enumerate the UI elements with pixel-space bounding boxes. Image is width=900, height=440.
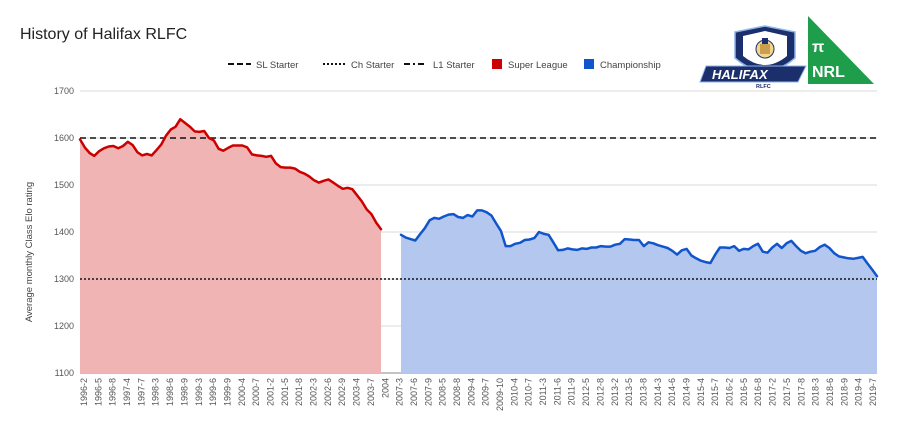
x-tick-label: 1998-6 — [165, 378, 175, 406]
x-tick-label: 2008-8 — [452, 378, 462, 406]
x-tick-label: 2009-7 — [481, 378, 491, 406]
x-tick-label: 2013-2 — [610, 378, 620, 406]
x-tick-label: 2007-6 — [409, 378, 419, 406]
x-tick-label: 2007-9 — [423, 378, 433, 406]
x-tick-label: 2017-5 — [782, 378, 792, 406]
x-tick-label: 2010-4 — [509, 378, 519, 406]
x-tick-label: 2018-3 — [811, 378, 821, 406]
x-tick-label: 2012-5 — [581, 378, 591, 406]
legend-swatch-super-league — [492, 59, 502, 69]
x-tick-label: 2016-5 — [739, 378, 749, 406]
halifax-logo-subtext: RLFC — [756, 84, 771, 90]
y-tick-label: 1100 — [55, 368, 74, 378]
x-tick-label: 2019-4 — [854, 378, 864, 406]
legend-label-sl-starter: SL Starter — [256, 60, 298, 71]
x-tick-label: 1996-8 — [108, 378, 118, 406]
x-tick-label: 2018-9 — [839, 378, 849, 406]
halifax-logo: HALIFAX RLFC — [699, 25, 807, 90]
halifax-logo-text: HALIFAX — [712, 67, 769, 82]
x-tick-label: 1996-2 — [79, 378, 89, 406]
x-tick-label: 2019-7 — [868, 378, 878, 406]
x-tick-label: 2002-3 — [309, 378, 319, 406]
x-tick-label: 1997-7 — [136, 378, 146, 406]
x-tick-label: 1997-4 — [122, 378, 132, 406]
x-tick-labels: 1996-2 1996-5 1996-8 1997-4 1997-7 1998-3 1998… — [79, 378, 878, 411]
x-tick-label: 2008-5 — [438, 378, 448, 406]
x-tick-label: 2003-4 — [352, 378, 362, 406]
legend: SL Starter Ch Starter L1 Starter Super L… — [228, 59, 661, 71]
reference-lines — [80, 137, 877, 280]
x-tick-label: 2001-2 — [266, 378, 276, 406]
x-tick-label: 2002-6 — [323, 378, 333, 406]
area-championship — [401, 210, 877, 373]
x-tick-label: 2014-9 — [682, 378, 692, 406]
x-tick-label: 2009-4 — [466, 378, 476, 406]
nrl-logo: π NRL — [808, 16, 874, 84]
line-super-league — [78, 117, 383, 231]
x-tick-label: 2016-2 — [725, 378, 735, 406]
x-tick-label: 2010-7 — [524, 378, 534, 406]
chart-title: History of Halifax RLFC — [20, 26, 187, 43]
x-tick-label: 2011-3 — [538, 378, 548, 405]
x-tick-label: 1999-3 — [194, 378, 204, 406]
x-tick-label: 2002-9 — [337, 378, 347, 406]
x-tick-label: 2004 — [380, 378, 390, 398]
x-tick-label: 2007-3 — [395, 378, 405, 406]
y-tick-label: 1500 — [54, 180, 74, 190]
x-tick-label: 1998-3 — [151, 378, 161, 406]
y-tick-label: 1600 — [54, 133, 74, 143]
x-tick-label: 2016-8 — [753, 378, 763, 406]
nrl-logo-symbol: π — [812, 39, 824, 56]
legend-swatch-championship — [584, 59, 594, 69]
legend-label-l1-starter: L1 Starter — [433, 60, 475, 71]
x-tick-label: 2014-6 — [667, 378, 677, 406]
x-tick-label: 2009-10 — [495, 378, 505, 411]
y-tick-label: 1300 — [54, 274, 74, 284]
x-tick-label: 2014-3 — [653, 378, 663, 406]
legend-label-super-league: Super League — [508, 60, 568, 71]
nrl-logo-text: NRL — [812, 64, 845, 81]
x-tick-label: 2015-7 — [710, 378, 720, 406]
x-tick-label: 1998-9 — [179, 378, 189, 406]
x-tick-label: 2003-7 — [366, 378, 376, 406]
x-tick-label: 2012-8 — [595, 378, 605, 406]
series-lines — [78, 117, 879, 278]
x-tick-label: 2001-5 — [280, 378, 290, 406]
x-tick-label: 2000-7 — [251, 378, 261, 406]
x-tick-label: 2017-8 — [796, 378, 806, 406]
series-areas — [80, 119, 877, 373]
x-tick-label: 2013-5 — [624, 378, 634, 406]
y-tick-label: 1400 — [54, 227, 74, 237]
x-tick-label: 2017-2 — [768, 378, 778, 406]
y-axis-label: Average monthly Class Elo rating — [24, 182, 35, 322]
area-super-league — [80, 119, 381, 373]
y-tick-labels: 1100 1200 1300 1400 1500 1600 1700 — [54, 86, 74, 378]
legend-label-ch-starter: Ch Starter — [351, 60, 394, 71]
line-championship — [399, 209, 879, 278]
x-tick-label: 2001-8 — [294, 378, 304, 406]
y-tick-label: 1200 — [54, 321, 74, 331]
x-tick-label: 2018-6 — [825, 378, 835, 406]
x-tick-label: 2011-9 — [567, 378, 577, 405]
y-tick-label: 1700 — [54, 86, 74, 96]
x-tick-label: 1999-9 — [223, 378, 233, 406]
x-tick-label: 1999-6 — [208, 378, 218, 406]
x-tick-label: 2015-4 — [696, 378, 706, 406]
legend-label-championship: Championship — [600, 60, 661, 71]
x-tick-label: 2011-6 — [552, 378, 562, 405]
x-tick-label: 2000-4 — [237, 378, 247, 406]
x-tick-label: 1996-5 — [93, 378, 103, 406]
x-tick-label: 2013-8 — [639, 378, 649, 406]
